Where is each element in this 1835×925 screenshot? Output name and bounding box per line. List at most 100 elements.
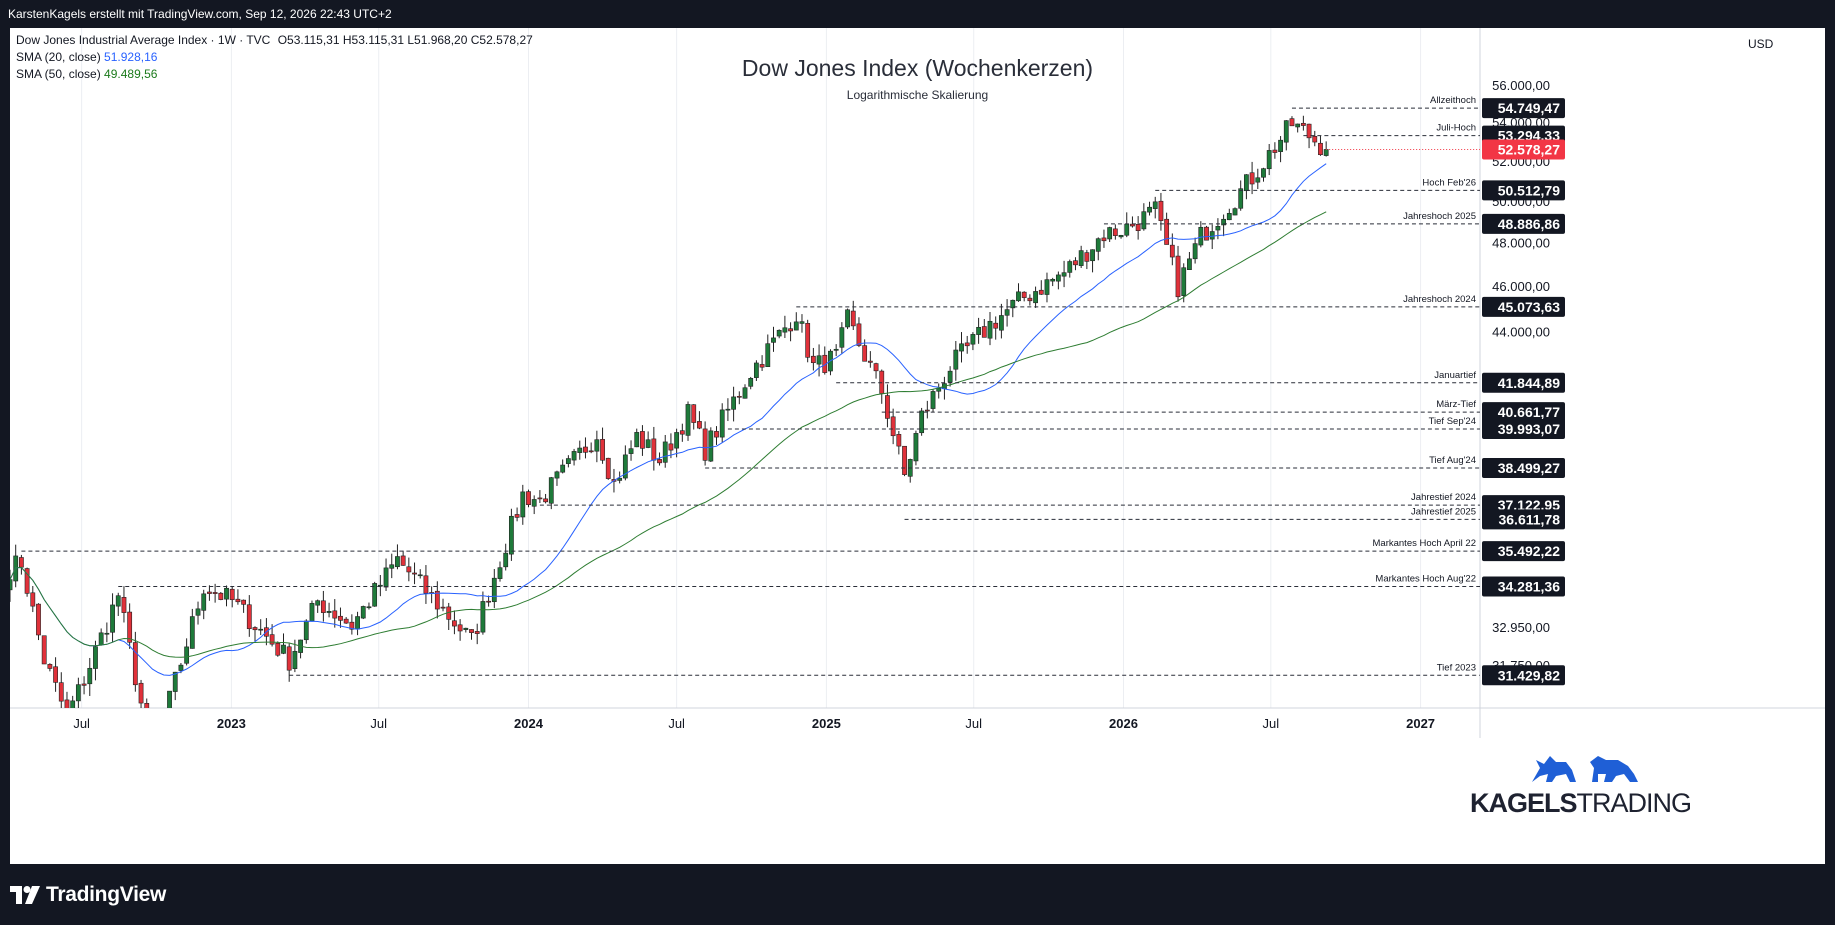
candle-body [218,592,224,600]
candle-body [1067,261,1073,273]
candle-body [560,464,566,473]
sma50-label: SMA (50, close) [16,67,101,81]
chart-panel[interactable]: Jul 2023 Jul 2024 Jul 2025 Jul 2026 Jul 2027 56.00… [10,28,1825,864]
candle-body [993,322,999,329]
candle-body [1300,122,1306,126]
candle-body [1215,226,1221,231]
candle-body [252,627,258,631]
candle-body [440,606,446,609]
level-value: 35.492,22 [1498,543,1560,559]
candle-body [178,664,184,671]
candle-body [805,323,811,358]
level-tag [1482,213,1565,234]
candle-body [1004,309,1010,316]
candle-body [651,438,657,461]
candle-body [258,628,264,631]
candle-body [571,451,577,461]
candle-body [389,564,395,569]
candle-body [628,448,634,454]
candle-body [343,618,349,624]
candle-body [1021,291,1027,298]
sma50-value: 49.489,56 [104,67,158,81]
candle-body [127,611,133,643]
symbol-name[interactable]: Dow Jones Industrial Average Index · 1W … [16,33,271,47]
candle-body [600,439,605,461]
candle-body [1044,279,1050,295]
candle-body [588,450,594,453]
sma20-row[interactable]: SMA (20, close) 51.928,16 [16,49,533,66]
bull-bear-icon [1532,756,1638,782]
kagels-trading-logo: KAGELSTRADING [1470,748,1692,819]
candle-body [1016,291,1021,302]
level-name: Markantes Hoch Aug'22 [1375,574,1476,585]
candle-body [862,345,868,362]
candle-body [873,363,879,372]
candle-body [1283,120,1289,143]
level-tag [1482,372,1565,393]
candle-body [1266,150,1272,170]
candle-body [708,430,714,462]
x-tick-label: Jul [1263,716,1280,731]
candle-body [201,593,207,611]
candle-body [845,309,850,328]
candle-body [463,627,469,630]
candle-body [434,590,440,610]
level-name: Jahreshoch 2025 [1403,211,1476,222]
candle-body [30,592,36,607]
candle-body [1038,289,1044,295]
candle-body [1289,118,1295,127]
candle-body [162,718,166,734]
candle-body [1249,172,1255,185]
candle-body [731,396,737,410]
candle-body [736,395,742,398]
candle-body [1073,260,1078,266]
candle-body [565,458,571,464]
candle-body [1295,123,1301,128]
x-tick-label: 2023 [217,716,246,731]
candle-body [156,735,160,752]
candle-body [469,629,474,633]
y-tick-label: 44.000,00 [1492,324,1550,339]
candle-body [10,579,13,591]
candle-body [1272,149,1278,153]
candle-body [1221,218,1227,226]
level-value: 36.611,78 [1498,511,1560,527]
x-tick-label: 2026 [1109,716,1138,731]
candle-body [1027,297,1033,302]
candle-body [132,642,138,686]
candle-body [286,646,292,671]
sma50-row[interactable]: SMA (50, close) 49.489,56 [16,66,533,83]
level-name: Markantes Hoch April 22 [1373,538,1477,549]
candle-body [970,334,976,345]
candle-body [526,491,531,505]
level-tag [1482,296,1565,317]
chart-legend: Dow Jones Industrial Average Index · 1W … [16,32,533,83]
candle-body [104,632,110,635]
candle-body [115,595,121,607]
x-tick-label: Jul [73,716,90,731]
candle-body [1147,206,1152,213]
candle-body [1198,226,1204,246]
tradingview-logo[interactable]: TradingView [10,877,166,913]
candle-body [332,610,338,619]
candle-body [964,342,970,347]
currency-label[interactable]: USD [1748,37,1774,51]
candle-body [634,432,640,448]
y-tick-label: 48.000,00 [1492,236,1550,251]
price-chart[interactable]: Jul 2023 Jul 2024 Jul 2025 Jul 2026 Jul 2027 56.00… [10,28,1825,864]
level-name: Jahrestief 2025 [1411,506,1476,517]
candle-body [1169,244,1175,258]
candle-body [742,387,748,399]
candle-body [833,348,839,351]
candle-body [326,610,332,613]
level-name: Jahrestief 2024 [1411,492,1476,503]
x-tick-label: Jul [965,716,982,731]
sma20-label: SMA (20, close) [16,50,101,64]
candle-body [514,514,520,518]
candle-body [657,459,662,464]
candle-body [1312,136,1318,143]
candle-body [531,499,537,507]
candle-body [64,699,70,708]
candle-body [788,328,793,332]
candle-body [554,471,560,479]
